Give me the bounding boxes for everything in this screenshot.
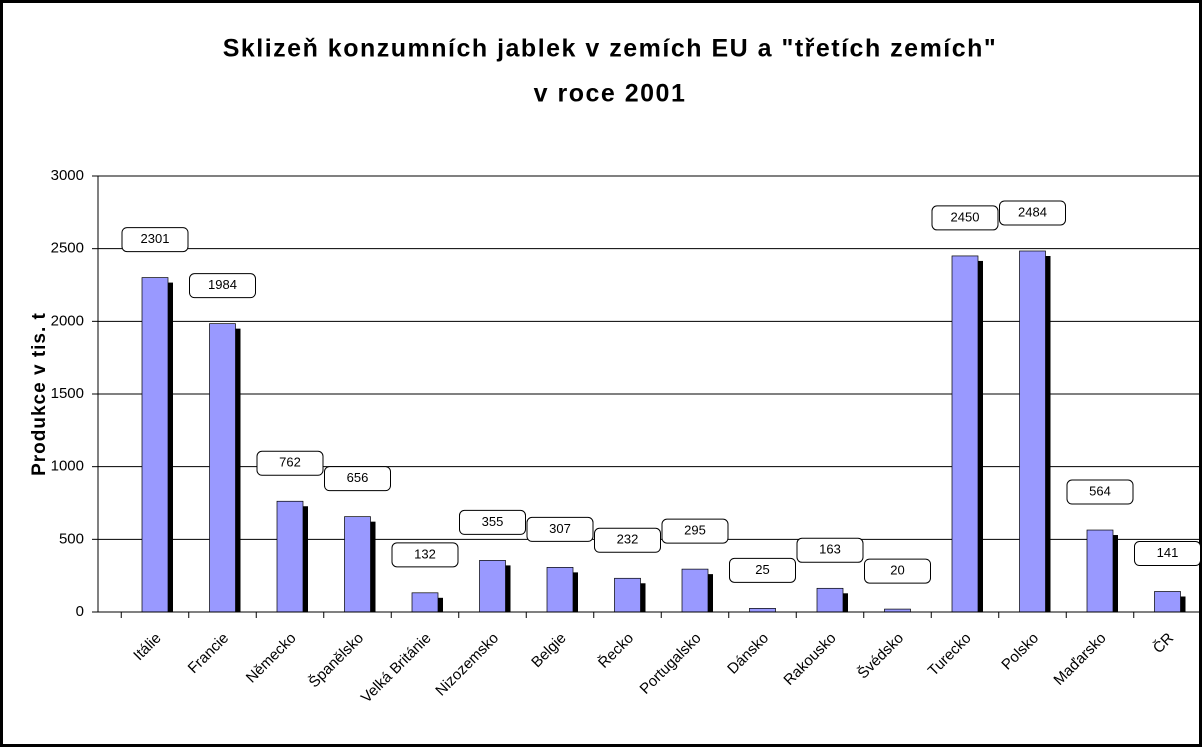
value-label: 564 — [1089, 483, 1111, 498]
y-axis-title: Produkce v tis. t — [29, 312, 50, 476]
value-label-box — [391, 542, 459, 568]
bar — [1086, 529, 1114, 613]
bar — [411, 592, 439, 613]
value-label-box — [526, 516, 594, 542]
bar — [1019, 250, 1046, 613]
bar — [816, 587, 844, 613]
value-label-box — [324, 466, 391, 492]
value-label: 20 — [890, 563, 904, 578]
value-label: 295 — [684, 523, 706, 538]
value-label: 232 — [617, 532, 639, 547]
value-label: 2484 — [1018, 204, 1047, 219]
value-label-box — [661, 518, 729, 544]
value-label-box — [1066, 479, 1134, 505]
value-label-box — [594, 527, 661, 553]
bar — [1154, 591, 1181, 613]
bar — [546, 567, 574, 613]
chart-title: v roce 2001 — [534, 80, 687, 108]
value-label: 2450 — [951, 209, 980, 224]
chart-title: Sklizeň konzumních jablek v zemích EU a … — [223, 35, 998, 63]
value-label-box — [999, 200, 1066, 226]
bar — [681, 568, 709, 613]
value-label: 762 — [279, 455, 301, 470]
value-label: 307 — [549, 521, 571, 536]
bar — [614, 577, 641, 613]
value-label: 2301 — [141, 231, 170, 246]
y-tick-label: 2000 — [51, 312, 84, 329]
y-tick-label: 3000 — [51, 167, 84, 184]
value-label-box — [459, 509, 526, 535]
value-label: 141 — [1157, 545, 1179, 560]
value-label: 163 — [819, 542, 841, 557]
value-label: 656 — [347, 470, 369, 485]
value-label-box — [256, 450, 324, 476]
value-label-box — [121, 227, 189, 253]
value-label: 355 — [482, 514, 504, 529]
value-label-box — [796, 537, 864, 563]
bar — [344, 516, 371, 613]
y-tick-label: 1500 — [51, 385, 84, 402]
bar — [276, 500, 304, 613]
value-label-box — [729, 557, 796, 583]
value-label: 132 — [414, 546, 436, 561]
bar — [209, 323, 236, 613]
bar — [951, 255, 979, 613]
value-label: 25 — [755, 562, 769, 577]
value-label: 1984 — [208, 277, 237, 292]
y-tick-label: 1000 — [51, 458, 84, 475]
bar — [749, 608, 776, 613]
value-label-box — [1134, 541, 1201, 567]
y-tick-label: 2500 — [51, 240, 84, 257]
value-label-box — [189, 273, 256, 299]
value-label-box — [931, 205, 999, 231]
bar — [479, 560, 506, 613]
y-tick-label: 0 — [76, 603, 84, 620]
value-label-box — [864, 558, 931, 584]
y-tick-label: 500 — [59, 530, 84, 547]
bar — [141, 277, 169, 613]
